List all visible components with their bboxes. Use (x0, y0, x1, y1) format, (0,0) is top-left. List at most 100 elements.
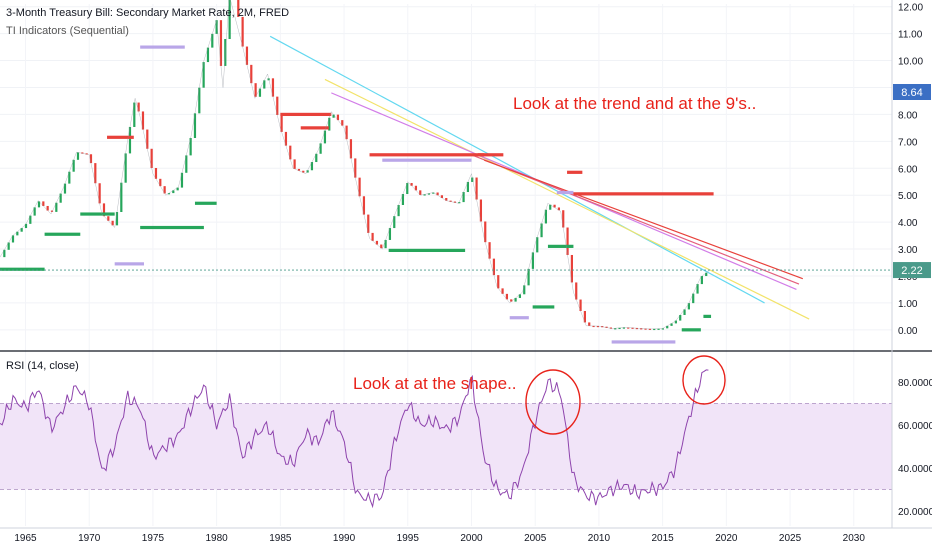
price-candle (349, 139, 353, 159)
price-candle (141, 111, 145, 130)
price-candle (648, 328, 651, 330)
price-candle (367, 214, 370, 233)
price-candle (388, 228, 392, 240)
price-tick-label: 1.00 (898, 299, 918, 310)
price-tick-label: 11.00 (898, 30, 923, 41)
price-candle (631, 327, 634, 329)
price-candle (622, 327, 625, 329)
price-candle (124, 153, 127, 183)
price-candle (679, 314, 682, 321)
time-tick-label: 2010 (588, 533, 611, 544)
price-candle (466, 181, 470, 193)
trend-line (269, 35, 765, 304)
price-candle (271, 78, 275, 97)
price-candle (276, 96, 279, 115)
price-candle (302, 170, 305, 173)
price-candle (375, 240, 379, 245)
price-candle (501, 288, 504, 294)
price-candle (176, 187, 179, 191)
price-candle (336, 114, 340, 121)
price-candle (687, 303, 690, 310)
price-candle (423, 194, 426, 196)
time-tick-label: 2000 (460, 533, 483, 544)
price-candle (254, 83, 257, 97)
rsi-tick-label: 80.0000 (898, 378, 932, 389)
price-candle (453, 201, 457, 203)
price-candle (250, 64, 253, 84)
price-candle (263, 80, 266, 89)
price-candle (661, 328, 664, 330)
price-candle (297, 168, 301, 171)
sequential-level (80, 212, 115, 216)
price-candle (306, 170, 309, 173)
price-candle (575, 282, 578, 300)
price-candle (228, 0, 231, 40)
sequential-level (369, 153, 485, 157)
price-candle (531, 252, 535, 269)
price-candle (544, 209, 548, 224)
rsi-line (0, 369, 709, 509)
price-candle (497, 275, 500, 289)
price-candle (120, 182, 123, 213)
price-candle (59, 193, 62, 203)
price-candle (159, 178, 162, 187)
price-candle (345, 125, 348, 140)
price-candle (705, 272, 708, 277)
price-candle (310, 162, 314, 171)
sequential-level (388, 248, 466, 253)
sequential-level (509, 316, 529, 320)
price-candle (72, 159, 75, 172)
sequential-level (567, 170, 583, 174)
price-candle (315, 153, 318, 163)
sequential-level (703, 314, 712, 318)
price-candle (85, 153, 88, 155)
rsi-legend[interactable]: RSI (14, close) (6, 360, 79, 372)
time-tick-label: 1990 (333, 533, 356, 544)
indicator-legend[interactable]: TI Indicators (Sequential) (6, 25, 129, 37)
price-candle (154, 167, 158, 179)
price-candle (536, 237, 539, 253)
price-candle (358, 177, 361, 197)
rsi-axis: 20.0000 40.0000 60.0000 80.0000 (898, 378, 932, 518)
price-candle (640, 328, 643, 330)
price-candle (692, 293, 695, 304)
price-candle (505, 293, 509, 300)
price-candle (618, 327, 621, 330)
price-candle (42, 201, 45, 206)
sequential-level (556, 190, 574, 195)
rsi-tick-label: 40.0000 (898, 464, 932, 475)
time-axis: 1965 1970 1975 1980 1985 1990 1995 2000 2005 2010… (14, 533, 865, 544)
sequential-level (194, 201, 217, 205)
price-candle (492, 258, 496, 276)
price-candle (146, 129, 149, 149)
price-axis: 0.001.002.003.004.005.006.007.008.009.00… (898, 3, 923, 337)
price-candle (237, 0, 240, 17)
rsi-tick-label: 20.0000 (898, 507, 932, 518)
price-candle (50, 210, 54, 212)
price-candle (540, 223, 543, 238)
sequential-level (140, 45, 185, 49)
sequential-level (382, 158, 472, 162)
price-candle (362, 196, 366, 215)
chart-title[interactable]: 3-Month Treasury Bill: Secondary Market … (6, 7, 290, 19)
time-tick-label: 2025 (779, 533, 802, 544)
time-tick-label: 2015 (652, 533, 675, 544)
sequential-level (532, 305, 555, 309)
price-candle (319, 143, 322, 154)
price-candle (46, 205, 49, 211)
price-candle (89, 154, 93, 164)
price-candle (488, 242, 491, 259)
price-candle (211, 33, 214, 48)
price-candle (102, 203, 106, 217)
price-candle (371, 232, 374, 241)
price-candle (3, 249, 6, 258)
price-candle (133, 102, 136, 127)
time-tick-label: 2020 (715, 533, 738, 544)
price-candle (163, 186, 166, 194)
price-candle (341, 120, 344, 126)
price-candle (180, 172, 184, 188)
price-candle (20, 228, 23, 232)
price-tick-label: 7.00 (898, 137, 918, 148)
price-candle (81, 152, 84, 154)
